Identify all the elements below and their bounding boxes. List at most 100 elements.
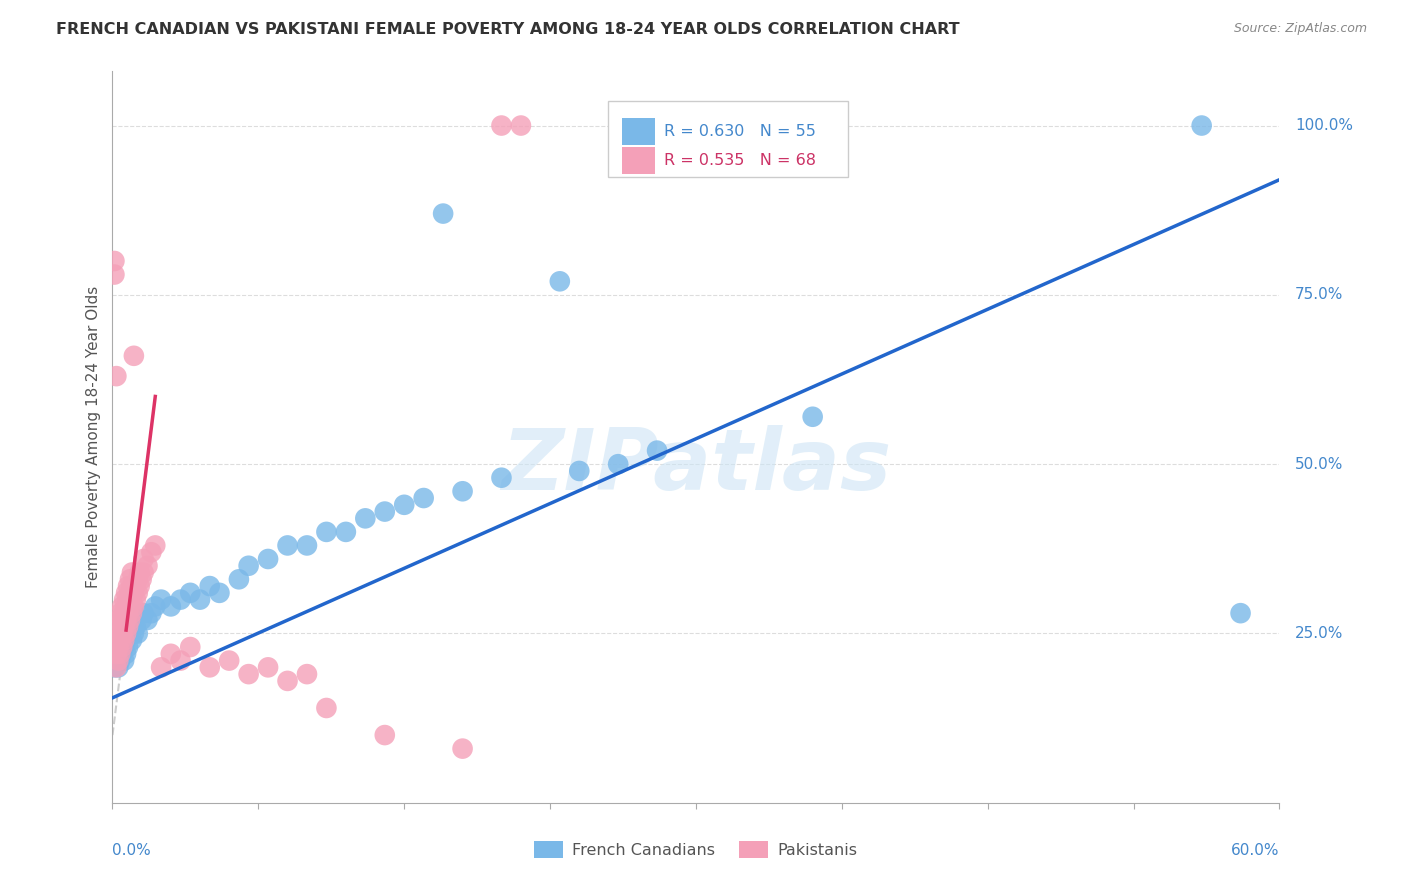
Point [188,592,211,607]
Point [295,538,318,552]
Text: ZIPatlas: ZIPatlas [501,425,891,508]
Text: R = 0.535   N = 68: R = 0.535 N = 68 [665,153,817,168]
Point [160,647,183,661]
Point [131,613,153,627]
Point [451,484,474,499]
Point [179,586,201,600]
Point [374,505,396,519]
Point [115,613,138,627]
Text: 25.0%: 25.0% [1295,626,1343,641]
Point [315,524,337,539]
Point [150,660,173,674]
Point [141,606,163,620]
Point [112,606,135,620]
Point [110,647,132,661]
Point [335,524,357,539]
Point [103,647,125,661]
Point [117,592,139,607]
Point [118,572,141,586]
Point [238,558,260,573]
Point [121,633,143,648]
Point [132,606,155,620]
Point [110,633,132,648]
Point [118,599,141,614]
Point [115,647,138,661]
Point [103,268,125,282]
Point [117,640,139,654]
Point [117,620,139,634]
Point [122,626,145,640]
Text: 75.0%: 75.0% [1295,287,1343,302]
Point [111,640,134,654]
Point [105,647,128,661]
Point [110,640,132,654]
Point [128,579,150,593]
Point [115,586,138,600]
Point [125,620,148,634]
Point [107,613,129,627]
Point [110,606,132,620]
Point [509,119,531,133]
Point [127,572,149,586]
Point [432,206,454,220]
Point [315,701,337,715]
Text: 0.0%: 0.0% [112,844,152,858]
Point [607,457,630,471]
Point [105,654,128,668]
Point [491,119,513,133]
Text: 60.0%: 60.0% [1232,844,1279,858]
Point [122,349,145,363]
Text: Source: ZipAtlas.com: Source: ZipAtlas.com [1233,22,1367,36]
Point [1191,119,1213,133]
Point [111,626,134,640]
Point [103,660,125,674]
Point [1229,606,1251,620]
Point [107,654,129,668]
Y-axis label: Female Poverty Among 18-24 Year Olds: Female Poverty Among 18-24 Year Olds [86,286,101,588]
Point [276,538,298,552]
Point [128,566,150,580]
Point [112,620,135,634]
Point [150,592,173,607]
Point [118,626,141,640]
Text: 100.0%: 100.0% [1295,118,1353,133]
Point [136,558,159,573]
Point [491,471,513,485]
Point [179,640,201,654]
Point [394,498,416,512]
Point [107,660,129,674]
Point [132,552,155,566]
Point [143,599,166,614]
Point [121,606,143,620]
Point [160,599,183,614]
Point [110,654,132,668]
Point [107,633,129,648]
Point [117,579,139,593]
Text: FRENCH CANADIAN VS PAKISTANI FEMALE POVERTY AMONG 18-24 YEAR OLDS CORRELATION CH: FRENCH CANADIAN VS PAKISTANI FEMALE POVE… [56,22,960,37]
FancyBboxPatch shape [609,101,848,178]
Point [105,369,128,384]
Point [107,640,129,654]
Point [125,579,148,593]
Point [127,626,149,640]
Point [105,633,128,648]
Point [801,409,824,424]
Point [208,586,231,600]
Point [115,626,138,640]
Point [131,572,153,586]
Point [107,647,129,661]
Point [112,654,135,668]
Point [121,620,143,634]
Text: 50.0%: 50.0% [1295,457,1343,472]
Point [111,599,134,614]
Point [111,647,134,661]
Point [105,660,128,674]
Point [276,673,298,688]
Point [645,443,668,458]
Point [115,599,138,614]
Point [228,572,250,586]
Point [112,592,135,607]
Point [132,566,155,580]
Point [125,592,148,607]
Point [141,545,163,559]
